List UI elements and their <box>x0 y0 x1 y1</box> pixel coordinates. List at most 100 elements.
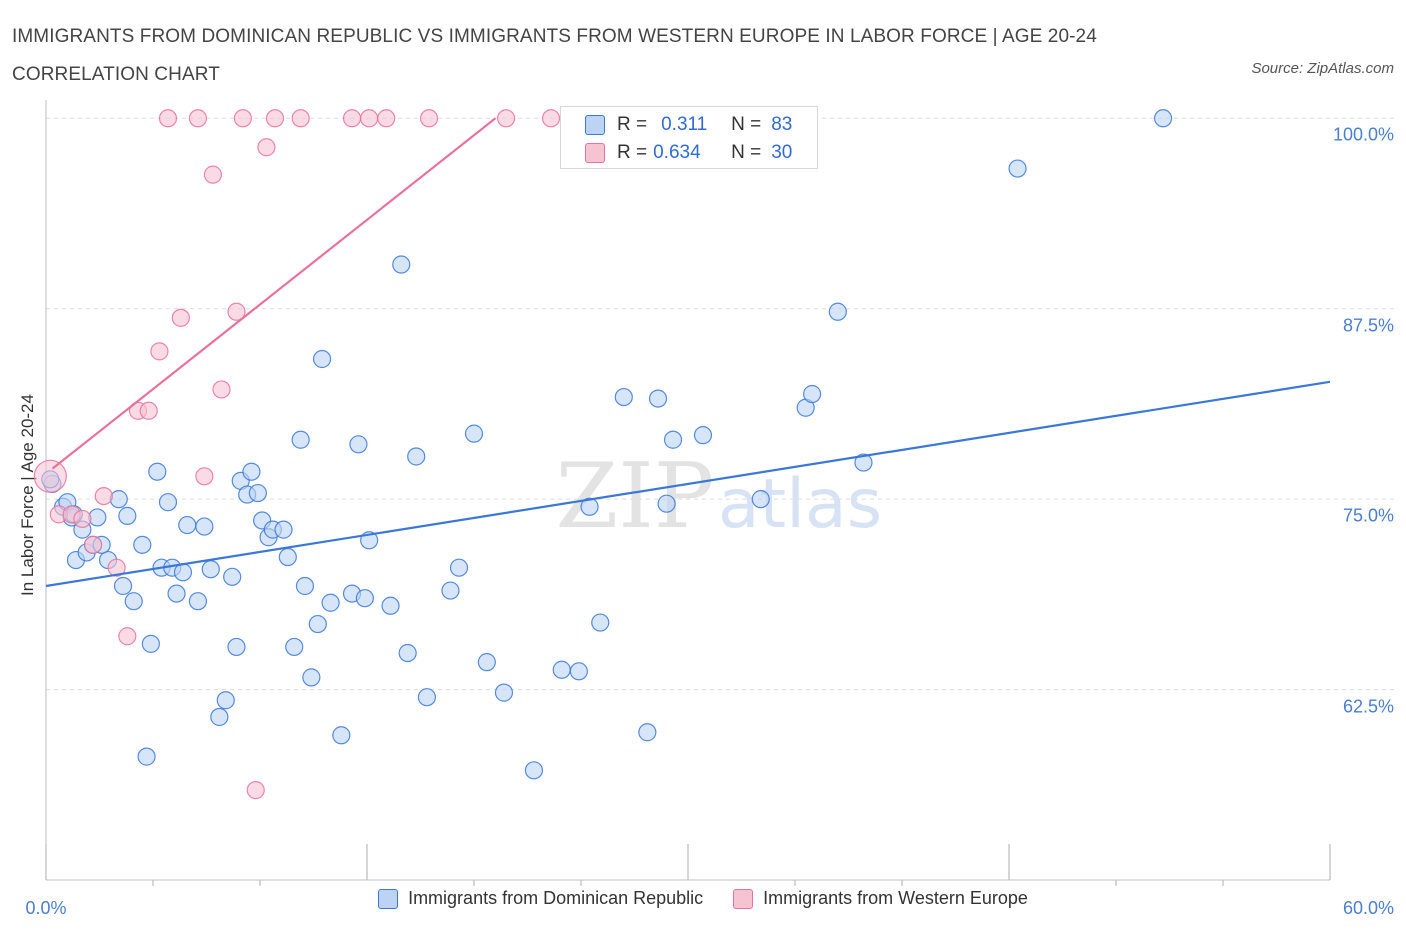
legend-blue-swatch <box>585 115 605 135</box>
point-blue-64 <box>569 662 588 681</box>
point-pink-14 <box>195 467 214 486</box>
trendline-blue <box>45 380 1331 588</box>
y-tick-label-0: 100.0% <box>1332 124 1394 145</box>
point-blue-62 <box>524 761 544 780</box>
point-blue-8 <box>88 508 107 527</box>
point-blue-16 <box>141 634 160 653</box>
legend-blue-r-label: R = <box>617 114 648 135</box>
point-blue-69 <box>648 389 668 408</box>
point-pink-23 <box>342 109 362 128</box>
point-blue-29 <box>223 567 242 586</box>
point-pink-18 <box>233 109 252 128</box>
point-blue-44 <box>308 614 327 634</box>
point-blue-73 <box>751 490 770 509</box>
point-blue-11 <box>113 576 133 596</box>
point-blue-22 <box>173 563 193 582</box>
point-blue-34 <box>248 483 267 503</box>
point-blue-46 <box>321 593 340 612</box>
point-pink-28 <box>541 109 561 128</box>
y-tick-label-3: 62.5% <box>1342 696 1394 717</box>
point-pink-9 <box>139 401 158 420</box>
legend-pink-r-value: 0.634 <box>653 142 701 163</box>
point-blue-43 <box>302 668 321 687</box>
legend-row-blue: R = 0.311 N = 83 <box>585 111 792 139</box>
point-pink-26 <box>419 109 439 128</box>
series-legend-pink-label: Immigrants from Western Europe <box>763 888 1028 908</box>
legend-pink-r-label: R = <box>617 142 648 163</box>
point-blue-38 <box>274 520 293 539</box>
legend-pink-n-value: 30 <box>771 142 793 163</box>
point-blue-54 <box>398 643 417 663</box>
point-pink-17 <box>227 302 246 321</box>
point-pink-10 <box>150 342 169 361</box>
point-blue-66 <box>591 613 610 632</box>
series-legend-blue-swatch <box>378 888 399 909</box>
point-blue-28 <box>216 691 235 710</box>
point-blue-77 <box>854 453 873 472</box>
trendline-pink <box>51 117 497 470</box>
legend-blue-n-label: N = <box>731 114 762 135</box>
point-blue-75 <box>803 384 822 404</box>
point-blue-76 <box>828 302 847 321</box>
point-blue-27 <box>210 707 229 727</box>
point-pink-6 <box>107 558 126 577</box>
point-blue-70 <box>657 494 676 513</box>
point-pink-4 <box>83 535 103 554</box>
point-pink-12 <box>171 308 190 327</box>
point-blue-61 <box>494 683 514 702</box>
point-blue-13 <box>124 592 143 611</box>
point-pink-20 <box>257 138 276 157</box>
point-blue-40 <box>285 637 304 657</box>
point-blue-17 <box>148 462 167 481</box>
series-legend: Immigrants from Dominican Republic Immig… <box>0 888 1406 909</box>
point-pink-3 <box>73 509 92 529</box>
point-blue-68 <box>638 723 657 742</box>
point-blue-12 <box>118 506 137 525</box>
x-tick-label-max: 60.0% <box>1342 898 1394 918</box>
point-pink-19 <box>246 781 265 800</box>
point-blue-23 <box>178 515 197 535</box>
point-blue-60 <box>477 653 496 672</box>
point-blue-49 <box>349 435 368 454</box>
point-pink-15 <box>203 165 223 184</box>
point-blue-19 <box>158 493 178 512</box>
point-blue-72 <box>693 426 713 445</box>
series-legend-pink-swatch <box>733 888 754 909</box>
point-blue-58 <box>449 558 469 577</box>
legend-pink-n-label: N = <box>731 142 762 163</box>
point-blue-15 <box>137 747 156 766</box>
point-blue-26 <box>201 560 220 579</box>
point-pink-16 <box>212 380 231 399</box>
legend-blue-r-value: 0.311 <box>661 114 708 135</box>
point-blue-39 <box>278 547 297 567</box>
point-blue-71 <box>663 430 683 449</box>
point-blue-65 <box>580 497 599 516</box>
point-pink-0 <box>33 459 67 493</box>
watermark-zip: ZIP <box>556 444 715 549</box>
series-legend-blue-label: Immigrants from Dominican Republic <box>408 888 704 908</box>
series-legend-pink: Immigrants from Western Europe <box>733 888 1028 909</box>
point-blue-57 <box>441 581 460 600</box>
point-blue-14 <box>133 535 152 554</box>
correlation-legend: R = 0.311 N = 83 R = 0.634 N = 30 <box>560 106 818 169</box>
point-pink-25 <box>377 109 396 128</box>
y-tick-label-2: 75.0% <box>1342 505 1394 526</box>
watermark-atlas: atlas <box>718 465 882 544</box>
point-blue-78 <box>1008 159 1027 178</box>
point-blue-59 <box>464 424 484 443</box>
point-blue-55 <box>407 447 426 466</box>
point-pink-24 <box>360 109 379 128</box>
point-blue-33 <box>242 462 261 481</box>
y-tick-label-1: 87.5% <box>1342 315 1394 336</box>
point-pink-22 <box>291 109 310 128</box>
point-blue-63 <box>552 660 571 679</box>
point-blue-50 <box>355 589 374 608</box>
point-blue-30 <box>227 637 246 657</box>
point-pink-5 <box>94 486 113 506</box>
point-blue-25 <box>195 517 214 536</box>
series-legend-blue: Immigrants from Dominican Republic <box>378 888 703 909</box>
legend-pink-swatch <box>585 143 605 163</box>
point-blue-53 <box>392 255 411 274</box>
point-pink-13 <box>188 109 208 128</box>
